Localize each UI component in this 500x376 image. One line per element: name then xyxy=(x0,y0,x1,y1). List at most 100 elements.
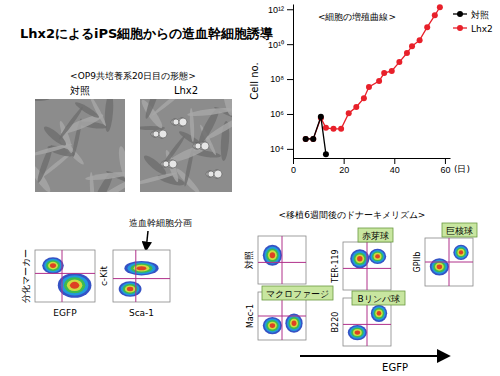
round-cell xyxy=(195,143,201,149)
label-box xyxy=(358,228,393,242)
tick: 10⁴ xyxy=(270,144,293,154)
flow-plot xyxy=(343,242,391,290)
density-contour xyxy=(287,315,301,331)
series-line xyxy=(306,7,440,139)
density-contour xyxy=(263,317,282,334)
tick-label: 10¹² xyxy=(268,5,284,15)
label-box xyxy=(442,223,477,237)
round-cell xyxy=(173,119,179,125)
density-contour xyxy=(265,247,281,264)
density-contour xyxy=(48,262,58,270)
density-contour xyxy=(292,321,297,326)
density-contour xyxy=(67,280,82,291)
tick-mark xyxy=(445,158,446,164)
data-point xyxy=(396,59,402,65)
round-cell xyxy=(179,118,187,126)
data-point xyxy=(404,50,410,56)
density-contour xyxy=(375,254,380,258)
x-axis: 0204060 xyxy=(291,158,451,175)
data-point xyxy=(346,110,352,116)
data-point xyxy=(318,114,324,120)
tick: 60 xyxy=(440,158,450,175)
data-point xyxy=(432,12,438,18)
axis-title: 分化マーカー xyxy=(21,249,31,303)
density-contour xyxy=(44,259,62,273)
label-box xyxy=(262,286,333,300)
data-point xyxy=(323,151,329,157)
plot-marks xyxy=(303,4,443,157)
y-axis: 10⁴ 10⁶ 10⁸ 10¹⁰ 10¹² xyxy=(268,5,294,159)
density-contour xyxy=(124,261,158,276)
density-contour xyxy=(42,257,64,274)
density-contour xyxy=(374,308,384,319)
tick: 0 xyxy=(291,158,296,175)
data-point xyxy=(331,126,337,132)
tick-label: 10⁴ xyxy=(270,144,284,154)
figure: Lhx2によるiPS細胞からの造血幹細胞誘導<OP9共培養系20日目の形態>対照… xyxy=(0,0,500,376)
cell-shape xyxy=(160,135,187,170)
cell-shape xyxy=(89,172,95,192)
plot-frame xyxy=(258,236,306,284)
density-contour xyxy=(453,245,468,260)
growth-chart: 10⁴10⁶10⁸10¹⁰10¹²0204060Cell no.(日)<細胞の増… xyxy=(249,4,493,175)
density-contour xyxy=(372,306,385,320)
cell-shape xyxy=(143,99,162,120)
legend-marker xyxy=(457,25,463,31)
density-contour xyxy=(354,253,366,265)
density-contour xyxy=(459,250,463,254)
data-point xyxy=(437,4,443,10)
round-cell xyxy=(207,171,213,177)
flow-plot xyxy=(35,250,95,302)
plot-frame xyxy=(425,238,473,286)
label-box xyxy=(352,291,405,305)
flow-plot xyxy=(113,250,170,302)
axis-title: Sca-1 xyxy=(129,308,154,318)
axis-title: c-Kit xyxy=(99,265,109,286)
plot-frame xyxy=(343,242,391,290)
cell-shape xyxy=(142,153,169,177)
cell-shape xyxy=(35,142,73,158)
density-contour xyxy=(355,330,360,334)
density-contour xyxy=(369,249,386,264)
tick-mark xyxy=(293,158,294,164)
cell-shape xyxy=(42,124,69,148)
round-cell xyxy=(162,161,168,167)
plot-frame xyxy=(35,250,95,302)
density-contour xyxy=(374,253,382,260)
cell-type-label: 赤芽球 xyxy=(362,231,389,241)
tick: 10¹⁰ xyxy=(268,40,293,50)
data-point xyxy=(303,136,309,142)
quadrant-line xyxy=(367,242,368,290)
axis-title: TER-119 xyxy=(331,249,340,283)
quadrant-line xyxy=(282,236,283,284)
data-point xyxy=(310,136,316,142)
density-contour xyxy=(268,322,277,330)
arrow xyxy=(300,355,448,357)
tick: 10⁶ xyxy=(270,109,293,119)
tick-label: 0 xyxy=(291,165,296,175)
data-point xyxy=(409,43,415,49)
quadrant-line xyxy=(425,262,473,263)
legend: 対照Lhx2 xyxy=(453,10,493,34)
tick-label: 10⁸ xyxy=(270,74,284,84)
cell-type-label: 巨核球 xyxy=(446,226,473,236)
micrograph xyxy=(35,99,125,192)
tick: 40 xyxy=(390,158,400,175)
cell-shape xyxy=(221,99,232,116)
tick: 10¹² xyxy=(268,5,293,15)
legend-marker xyxy=(457,11,463,17)
density-contour xyxy=(455,246,468,259)
annotation: 造血幹細胞分画 xyxy=(129,218,192,228)
round-cell xyxy=(168,160,176,168)
tick-mark xyxy=(287,9,293,10)
axis-title: Cell no. xyxy=(249,62,260,99)
density-contour xyxy=(70,282,79,289)
row-label: 対照 xyxy=(244,251,254,269)
round-cell xyxy=(152,131,158,137)
density-contour xyxy=(370,250,384,263)
density-contour xyxy=(50,263,56,268)
round-cell xyxy=(201,142,209,150)
quadrant-line xyxy=(35,273,95,274)
tick-mark xyxy=(287,44,293,45)
density-contour xyxy=(352,251,368,267)
